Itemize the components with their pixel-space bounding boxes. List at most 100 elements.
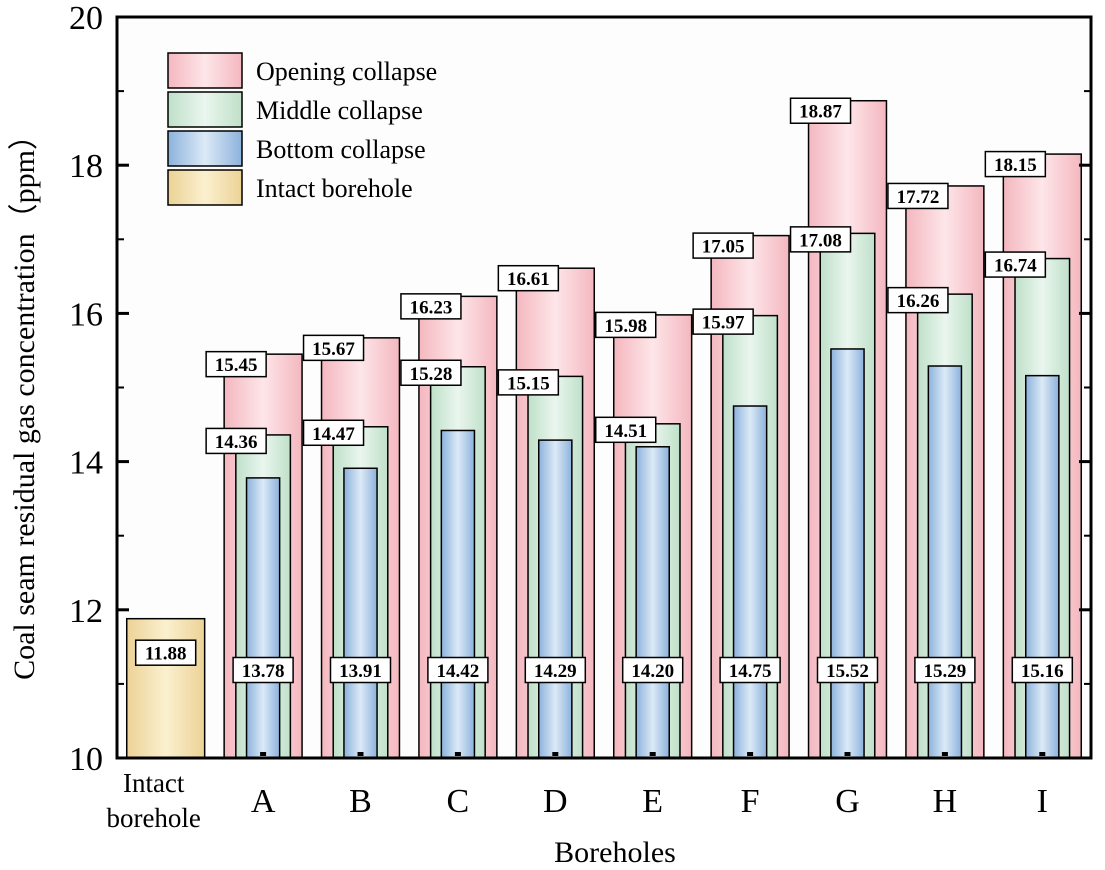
bar-base-tick [357,752,364,756]
x-tick-label-line: Intact [123,768,185,798]
data-label-text: 17.72 [897,187,940,208]
data-label: 14.47 [302,419,365,447]
data-label: 15.29 [914,656,976,684]
data-label-box [1011,656,1074,684]
bar-bottom-collapse [245,477,281,759]
data-label: 18.15 [984,150,1047,178]
data-label-text: 13.78 [242,661,285,682]
data-label-text: 16.23 [410,297,453,318]
data-label-text: 15.52 [826,661,869,682]
bar-bottom-collapse [927,365,963,759]
data-label: 16.74 [984,251,1047,278]
data-label-text: 15.97 [702,313,745,334]
data-label-box [134,639,197,666]
y-tick-label: 14 [69,445,103,482]
data-label: 13.91 [329,656,392,684]
data-label: 15.45 [205,350,267,378]
data-label: 16.23 [400,293,462,320]
data-label-text: 13.91 [339,661,382,682]
data-label-box [594,416,657,444]
data-label-box [692,308,754,335]
data-label-box [232,656,294,684]
data-label-text: 14.47 [312,424,355,445]
data-label-box [205,350,267,378]
data-label: 17.08 [789,226,852,253]
x-axis-title: Boreholes [554,836,676,865]
legend-item: Middle collapse [167,91,423,128]
x-tick-label: H [933,783,958,820]
data-label: 14.51 [594,416,657,444]
x-tick-label: B [349,783,372,820]
data-label-box [984,150,1047,178]
data-label-text: 11.88 [145,644,187,665]
data-label-box [497,264,560,292]
data-label-text: 15.15 [507,373,550,394]
bar-base-tick [941,752,948,756]
data-label-box [789,97,852,124]
data-label-text: 14.20 [631,661,674,682]
data-label: 14.36 [205,427,267,455]
data-label: 15.28 [400,359,462,387]
legend-label: Intact borehole [256,174,413,203]
bar-base-tick [649,752,656,756]
bar-base-tick [1039,752,1046,756]
data-label: 15.15 [497,369,560,396]
legend: Opening collapse Middle collapse Bottom co… [167,52,437,206]
data-label-text: 17.05 [702,237,745,258]
bar-bottom-collapse [343,467,378,759]
data-label: 18.87 [789,97,852,124]
y-axis-title: Coal seam residual gas concentration（ppm… [8,120,41,680]
data-label-text: 15.67 [312,339,355,360]
data-label-text: 15.98 [604,316,647,337]
data-label: 15.16 [1011,656,1074,684]
data-label-box [789,226,852,253]
data-labels-layer: 11.88 15.45 14.36 13.78 15.67 14.47 13.91 16.23… [134,97,1074,684]
legend-item: Opening collapse [167,52,437,89]
data-label-text: 14.51 [604,421,647,442]
legend-item: Bottom collapse [167,130,426,167]
legend-swatch [167,52,243,89]
data-label-text: 15.28 [410,364,453,385]
data-label-text: 16.74 [994,256,1037,277]
y-axis: 10 12 14 16 18 20 [69,0,1091,778]
data-label: 16.61 [497,264,560,292]
data-label: 15.98 [594,311,657,339]
data-label-text: 15.29 [924,661,967,682]
data-label: 17.72 [887,182,949,210]
bar-bottom-collapse [830,348,865,759]
data-label-box [816,656,879,684]
data-label-box [692,232,754,259]
data-label-box [887,286,949,314]
x-tick-label: G [835,783,860,820]
x-tick-label: E [642,783,663,820]
data-label: 13.78 [232,656,294,684]
bar-base-tick [844,752,851,756]
legend-swatch [167,169,243,206]
x-tick-label: D [543,783,568,820]
data-label-box [302,334,365,362]
bar-base-tick [260,752,267,756]
bar-base-tick [454,752,461,756]
data-label-box [329,656,392,684]
data-label-text: 14.75 [729,661,772,682]
legend-label: Middle collapse [256,96,423,125]
legend-swatch [167,91,243,128]
data-label: 14.20 [621,656,684,684]
x-tick-label: I [1037,783,1048,820]
legend-item: Intact borehole [167,169,413,206]
data-label-text: 15.45 [215,355,258,376]
data-label-box [594,311,657,339]
legend-label: Opening collapse [256,57,437,86]
data-label-box [887,182,949,210]
data-label-box [914,656,976,684]
y-tick-label: 12 [69,593,103,630]
data-label-box [524,656,587,684]
data-label: 14.42 [427,656,489,684]
data-label-box [984,251,1047,278]
x-axis: Intact borehole A B C D E F G H I [106,768,1047,833]
data-label-text: 16.61 [507,269,550,290]
x-tick-label: A [251,783,276,820]
legend-label: Bottom collapse [256,135,426,164]
data-label-text: 14.29 [534,661,577,682]
